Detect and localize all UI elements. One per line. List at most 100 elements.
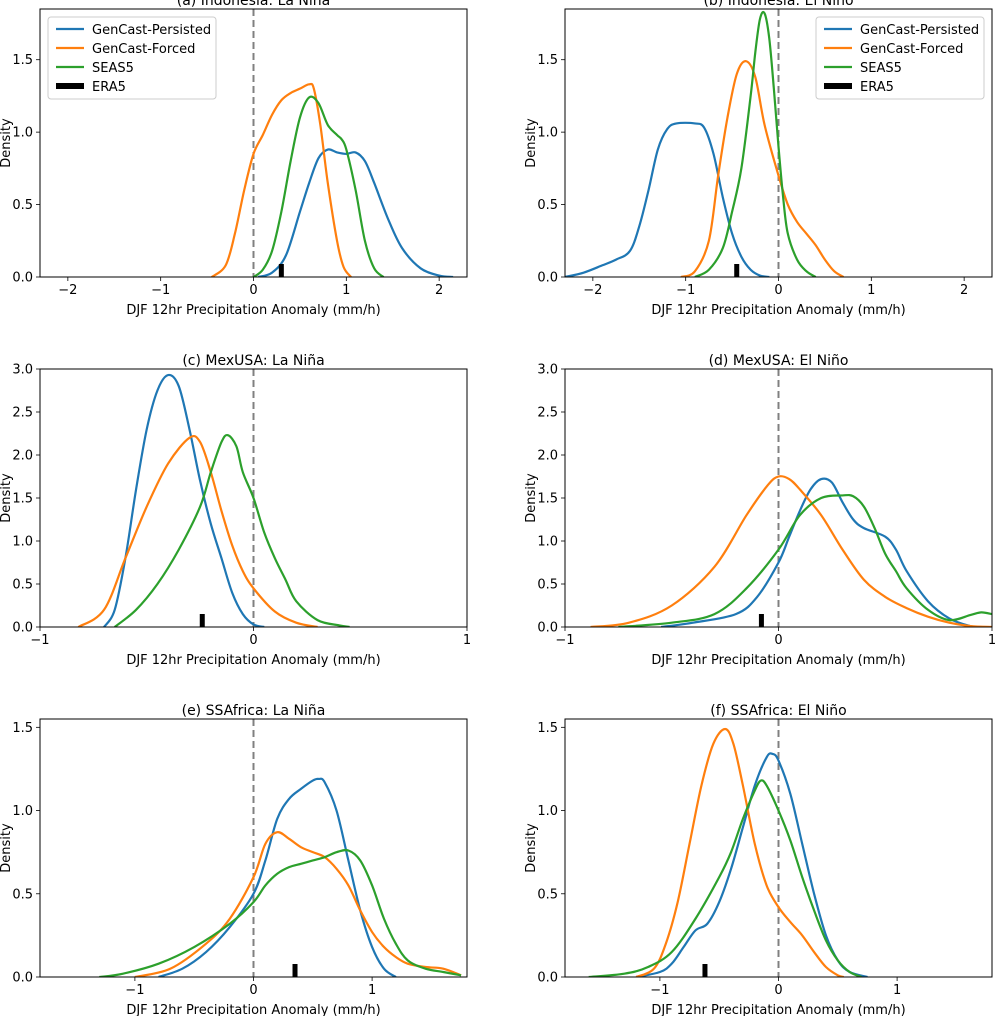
x-axis-label: DJF 12hr Precipitation Anomaly (mm/h) xyxy=(126,653,380,668)
x-tick-label: 1 xyxy=(342,283,350,298)
plot-area xyxy=(99,719,462,977)
y-tick-label: 1.5 xyxy=(12,721,33,736)
x-tick-label: 0 xyxy=(249,283,257,298)
y-tick-label: 1.0 xyxy=(12,535,33,550)
plot-area xyxy=(590,369,992,627)
y-tick-label: 0.0 xyxy=(537,971,558,986)
plot-area xyxy=(77,369,350,627)
chart-title: (d) MexUSA: El Niño xyxy=(709,353,849,369)
series-line-seas5 xyxy=(99,848,462,977)
x-tick-label: 0 xyxy=(249,983,257,998)
plot-area xyxy=(211,9,454,277)
y-axis-label: Density xyxy=(0,823,14,873)
panel-f: (f) SSAfrica: El Niño −1 0 1 0.0 0.5 1.0 1.5 DJF… xyxy=(524,703,993,1016)
series-line-seas5 xyxy=(618,493,992,627)
legend-label: GenCast-Persisted xyxy=(860,23,979,38)
panel-a: (a) Indonesia: La Niña −2 −1 0 1 2 0.0 0.5 1.0 1.… xyxy=(0,0,468,318)
x-tick-label: −2 xyxy=(58,283,77,298)
legend-box xyxy=(47,16,217,100)
y-axis-label: Density xyxy=(0,473,14,523)
y-tick-label: 2.0 xyxy=(537,449,558,464)
y-tick-label: 2.5 xyxy=(12,406,33,421)
x-tick-label: 2 xyxy=(960,283,968,298)
y-tick-label: 3.0 xyxy=(12,363,33,378)
panel-e: (e) SSAfrica: La Niña −1 0 1 0.0 0.5 1.0 1.5 DJF… xyxy=(0,703,468,1016)
legend-label: GenCast-Forced xyxy=(92,42,195,57)
legend-label: ERA5 xyxy=(860,80,894,95)
legend-label: GenCast-Forced xyxy=(860,42,963,57)
y-tick-label: 3.0 xyxy=(537,363,558,378)
series-line-seas5 xyxy=(694,10,817,277)
y-tick-label: 0.5 xyxy=(12,198,33,213)
plot-area xyxy=(565,9,845,277)
series-line-gencast-forced xyxy=(680,60,845,277)
legend-label: SEAS5 xyxy=(860,61,902,76)
series-line-gencast-forced xyxy=(77,434,318,627)
panel-b: (b) Indonesia: El Niño −2 −1 0 1 2 0.0 0.5 1.0 1.… xyxy=(524,0,993,318)
y-tick-label: 1.5 xyxy=(537,492,558,507)
x-tick-label: −2 xyxy=(583,283,602,298)
x-tick-label: −1 xyxy=(151,283,170,298)
axes-frame xyxy=(39,8,468,278)
x-tick-label: 1 xyxy=(867,283,875,298)
x-tick-label: 0 xyxy=(249,633,257,648)
axes-frame xyxy=(39,718,468,978)
x-axis-label: DJF 12hr Precipitation Anomaly (mm/h) xyxy=(651,653,905,668)
y-tick-label: 0.0 xyxy=(537,271,558,286)
legend: GenCast-Persisted GenCast-Forced SEAS5 ERA5 xyxy=(47,16,217,100)
x-tick-label: 0 xyxy=(774,283,782,298)
y-tick-label: 0.5 xyxy=(537,578,558,593)
x-tick-label: −1 xyxy=(30,633,49,648)
x-tick-label: −1 xyxy=(555,633,574,648)
era5-marker xyxy=(702,964,708,977)
era5-marker xyxy=(758,614,764,627)
y-tick-label: 1.0 xyxy=(12,126,33,141)
legend-label: SEAS5 xyxy=(92,61,134,76)
y-tick-label: 1.5 xyxy=(12,492,33,507)
legend-label: ERA5 xyxy=(92,80,126,95)
y-tick-label: 1.0 xyxy=(537,535,558,550)
era5-marker xyxy=(734,264,740,277)
series-line-gencast-persisted xyxy=(565,121,770,277)
y-tick-label: 0.5 xyxy=(537,887,558,902)
series-line-seas5 xyxy=(588,779,862,977)
era5-marker xyxy=(199,614,205,627)
x-tick-label: 2 xyxy=(435,283,443,298)
y-tick-label: 1.5 xyxy=(537,53,558,68)
x-axis-label: DJF 12hr Precipitation Anomaly (mm/h) xyxy=(651,303,905,318)
legend-label: GenCast-Persisted xyxy=(92,23,211,38)
x-tick-label: 1 xyxy=(463,633,471,648)
y-tick-label: 0.0 xyxy=(12,621,33,636)
y-tick-label: 0.5 xyxy=(537,198,558,213)
panel-d: (d) MexUSA: El Niño −1 0 1 0.0 0.5 1.0 1.5 2.0 2.… xyxy=(524,353,996,668)
chart-title: (a) Indonesia: La Niña xyxy=(177,0,330,9)
y-axis-label: Density xyxy=(524,473,539,523)
y-tick-label: 0.0 xyxy=(537,621,558,636)
y-axis-label: Density xyxy=(524,118,539,168)
series-line-gencast-persisted xyxy=(660,477,982,627)
y-tick-label: 0.0 xyxy=(12,271,33,286)
y-tick-label: 1.5 xyxy=(12,53,33,68)
y-tick-label: 1.0 xyxy=(12,804,33,819)
y-tick-label: 2.0 xyxy=(12,449,33,464)
series-line-seas5 xyxy=(114,433,350,627)
chart-title: (b) Indonesia: El Niño xyxy=(703,0,853,9)
axes-frame xyxy=(564,718,993,978)
x-tick-label: 1 xyxy=(988,633,996,648)
plot-area xyxy=(588,719,868,977)
x-axis-label: DJF 12hr Precipitation Anomaly (mm/h) xyxy=(126,1003,380,1016)
legend-box xyxy=(815,16,985,100)
y-tick-label: 0.5 xyxy=(12,887,33,902)
x-tick-label: 0 xyxy=(774,983,782,998)
y-tick-label: 0.0 xyxy=(12,971,33,986)
series-line-seas5 xyxy=(252,95,385,277)
x-tick-label: 1 xyxy=(368,983,376,998)
chart-title: (f) SSAfrica: El Niño xyxy=(710,703,846,719)
x-tick-label: 1 xyxy=(893,983,901,998)
x-tick-label: −1 xyxy=(676,283,695,298)
axes-frame xyxy=(564,8,993,278)
y-tick-label: 1.5 xyxy=(537,721,558,736)
legend: GenCast-Persisted GenCast-Forced SEAS5 ERA5 xyxy=(815,16,985,100)
y-axis-label: Density xyxy=(0,118,14,168)
